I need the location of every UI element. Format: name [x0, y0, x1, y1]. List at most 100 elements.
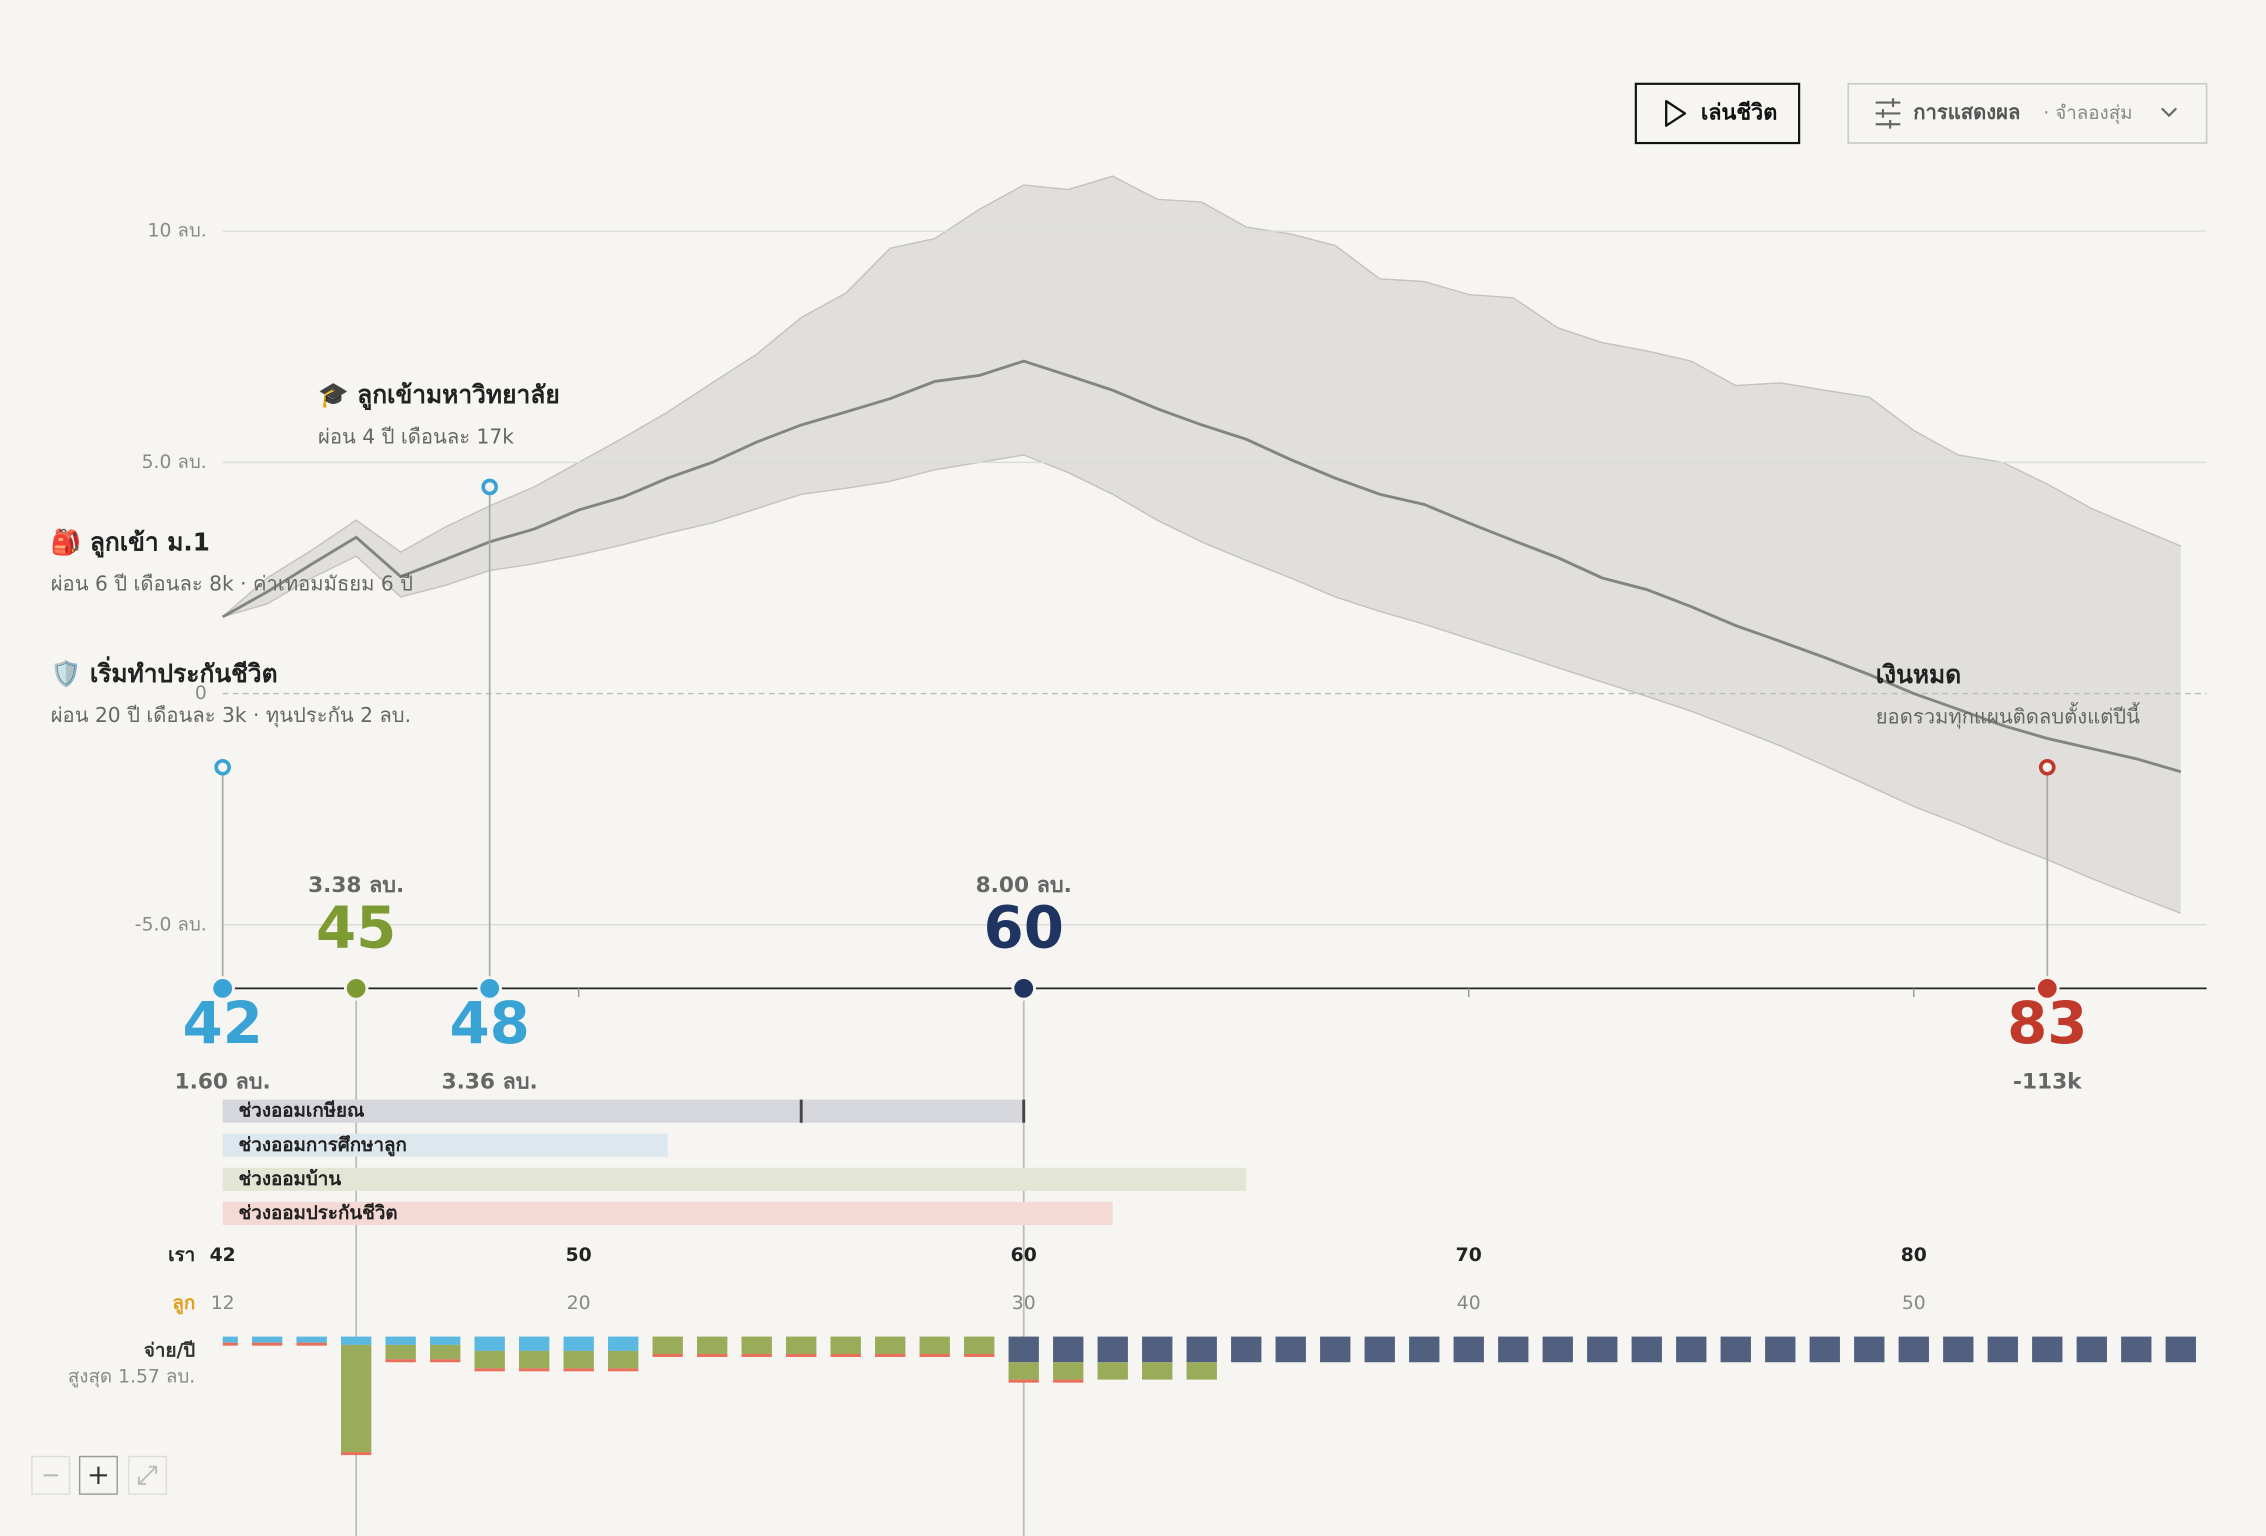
spend-bar	[1987, 1336, 2018, 1363]
spend-bar	[519, 1350, 550, 1369]
band-area	[222, 176, 2181, 914]
spend-bar	[519, 1368, 550, 1372]
spend-bar	[296, 1336, 327, 1343]
spend-bar	[1765, 1336, 1796, 1363]
spend-bar	[1453, 1336, 1484, 1363]
spend-bar	[1275, 1336, 1306, 1363]
milestone-dot	[343, 976, 369, 1001]
spend-bar	[697, 1353, 728, 1357]
spend-bar	[1898, 1336, 1929, 1363]
spend-bar	[1676, 1336, 1707, 1363]
phase-bar	[222, 1133, 668, 1157]
milestone-dot	[210, 976, 235, 1001]
zoom-controls[interactable]	[31, 1455, 168, 1495]
play-label[interactable]: เล่นชีวิต	[1701, 100, 1777, 125]
phase-label: ช่วงออมบ้าน	[239, 1168, 342, 1190]
phase-label: ช่วงออมการศึกษาลูก	[239, 1135, 407, 1157]
spend-bar	[1053, 1379, 1084, 1383]
display-label[interactable]: การแสดงผล	[1913, 100, 2020, 124]
milestone-age: 48	[449, 989, 529, 1057]
spend-bar	[1008, 1362, 1039, 1380]
milestone-dot	[477, 976, 502, 1001]
age-row-tick: 40	[1457, 1293, 1481, 1314]
spend-bar	[1943, 1336, 1974, 1363]
display-button-frame[interactable]	[1847, 82, 2208, 144]
zoom-in-button[interactable]	[78, 1455, 118, 1495]
spend-bar	[919, 1336, 950, 1354]
spend-bar	[1854, 1336, 1885, 1363]
milestone-age: 42	[182, 989, 262, 1057]
zoom-in-icon[interactable]	[89, 1466, 108, 1484]
median-line	[221, 359, 2182, 774]
milestone-age: 83	[2007, 989, 2087, 1057]
spend-bar	[830, 1336, 861, 1354]
spend-bar	[1320, 1336, 1351, 1363]
milestone-dot	[2035, 976, 2060, 1001]
spend-bar	[875, 1336, 906, 1354]
spend-bar	[1097, 1362, 1128, 1380]
spend-bar	[608, 1368, 639, 1372]
milestone-age: 45	[316, 894, 396, 962]
spend-bar	[296, 1342, 327, 1346]
age-row-tick: 70	[1456, 1245, 1482, 1266]
event-subtitle: ผ่อน 20 ปี เดือนละ 3k · ทุนประกัน 2 ลบ.	[51, 703, 411, 728]
spend-bar	[563, 1368, 594, 1372]
spend-bar	[1364, 1336, 1395, 1363]
play-icon[interactable]	[1665, 99, 1687, 127]
spend-bar	[608, 1350, 639, 1369]
spend-bar	[608, 1336, 639, 1351]
y-tick-label: 0	[195, 683, 207, 704]
spend-bar	[2165, 1336, 2196, 1363]
play-button[interactable]: เล่นชีวิต	[1634, 82, 1801, 145]
milestone-amount: 8.00 ลบ.	[976, 873, 1072, 898]
spend-bar	[341, 1336, 372, 1345]
spend-bar	[222, 1342, 238, 1346]
spend-bar	[563, 1350, 594, 1369]
phase-label: ช่วงออมเกษียณ	[239, 1100, 365, 1122]
spend-bar	[964, 1336, 995, 1354]
age-row-tick: 12	[211, 1293, 235, 1314]
play-button-frame[interactable]	[1634, 82, 1801, 145]
spend-bar	[964, 1353, 995, 1357]
spend-bar	[652, 1336, 683, 1354]
milestone-amount: 3.36 ลบ.	[442, 1069, 538, 1094]
age-row-label: เรา	[168, 1245, 195, 1266]
spend-bar	[341, 1344, 372, 1453]
y-tick-label: 10 ลบ.	[148, 221, 207, 242]
chevron-icon[interactable]	[2161, 107, 2178, 118]
spend-bar	[1008, 1379, 1039, 1383]
spend-bar	[474, 1336, 505, 1351]
display-button[interactable]: การแสดงผล · จำลองสุ่ม	[1847, 82, 2208, 144]
spend-bar	[252, 1342, 283, 1346]
age-row-tick: 30	[1012, 1293, 1036, 1314]
spend-bar	[875, 1353, 906, 1357]
y-tick-label: -5.0 ลบ.	[135, 914, 207, 935]
spend-bar	[697, 1336, 728, 1354]
spend-bar	[1409, 1336, 1440, 1363]
spend-bar	[2076, 1336, 2107, 1363]
spend-bar	[1631, 1336, 1662, 1363]
spend-bar	[430, 1359, 461, 1363]
event-subtitle: ผ่อน 6 ปี เดือนละ 8k · ค่าเทอมมัธยม 6 ปี	[51, 572, 413, 596]
spend-bar	[1542, 1336, 1573, 1363]
settings-icon[interactable]	[1875, 98, 1901, 129]
phase-label: ช่วงออมประกันชีวิต	[239, 1202, 398, 1224]
age-row-tick: 60	[1011, 1245, 1037, 1266]
spend-bar	[252, 1336, 283, 1343]
spend-bar	[1231, 1336, 1262, 1363]
mode-label[interactable]: · จำลองสุ่ม	[2043, 103, 2132, 125]
spend-note: สูงสุด 1.57 ลบ.	[68, 1367, 195, 1389]
band-edge	[222, 454, 2182, 914]
age-row-label: ลูก	[172, 1293, 195, 1315]
spend-bar	[1053, 1362, 1084, 1380]
fullscreen-icon[interactable]	[137, 1465, 158, 1485]
spend-bar	[474, 1350, 505, 1369]
event-title: 🎓 ลูกเข้ามหาวิทยาลัย	[318, 380, 560, 411]
spend-bar	[563, 1336, 594, 1351]
spend-bar	[1498, 1336, 1529, 1363]
spend-bar	[1186, 1362, 1217, 1380]
spend-bar	[1809, 1336, 1840, 1363]
spend-bar	[741, 1336, 772, 1354]
